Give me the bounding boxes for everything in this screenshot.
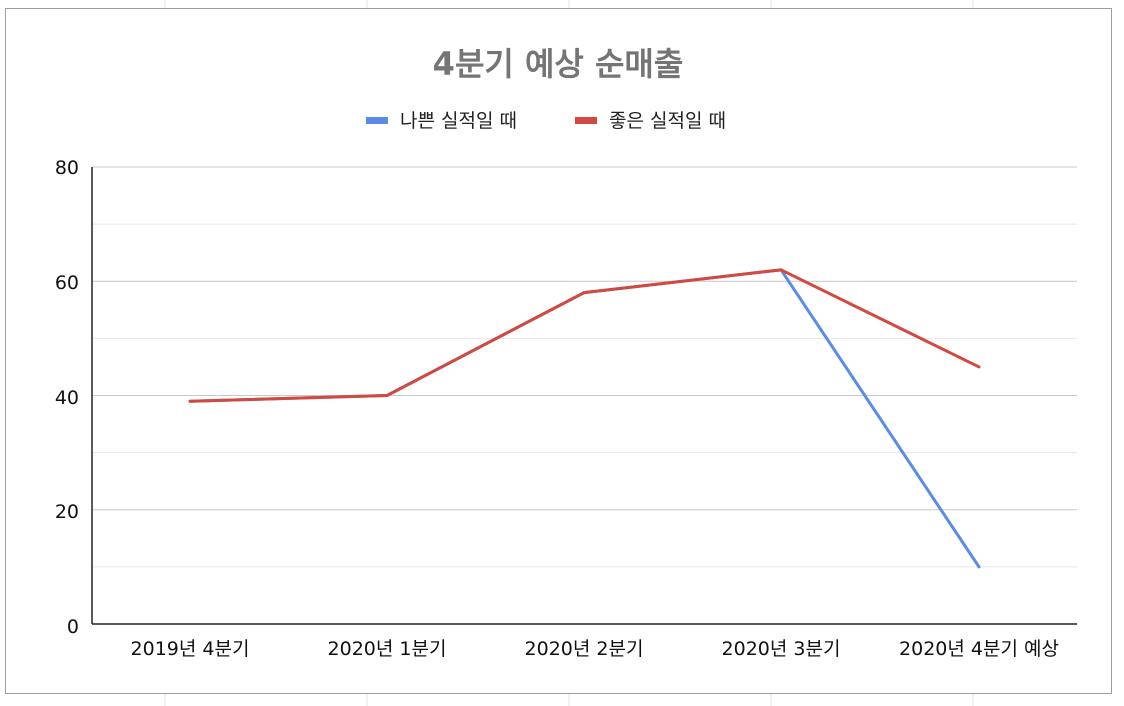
legend-swatch-bad [366, 117, 388, 124]
x-tick-2020q2: 2020년 2분기 [525, 638, 644, 660]
legend-swatch-good [575, 117, 597, 124]
y-axis-ticks: 80 60 40 20 0 [55, 157, 79, 638]
x-tick-2020q3: 2020년 3분기 [722, 638, 841, 660]
x-tick-2019q4: 2019년 4분기 [131, 638, 250, 660]
series-line-bad [188, 268, 981, 569]
y-tick-0: 0 [67, 616, 79, 638]
gridlines [92, 166, 1077, 568]
legend-label-good: 좋은 실적일 때 [609, 110, 726, 132]
axes [91, 167, 1077, 625]
series-layer [188, 268, 981, 569]
x-tick-2020q1: 2020년 1분기 [328, 638, 447, 660]
y-tick-20: 20 [55, 501, 79, 523]
y-tick-80: 80 [55, 157, 79, 179]
legend: 나쁜 실적일 때 좋은 실적일 때 [366, 110, 726, 132]
y-tick-60: 60 [55, 272, 79, 294]
chart-container[interactable]: 4분기 예상 순매출 나쁜 실적일 때 좋은 실적일 때 80 60 40 20… [5, 8, 1112, 694]
y-tick-40: 40 [55, 387, 79, 409]
x-axis-ticks: 2019년 4분기 2020년 1분기 2020년 2분기 2020년 3분기 … [131, 638, 1059, 660]
legend-label-bad: 나쁜 실적일 때 [400, 110, 517, 132]
chart-title: 4분기 예상 순매출 [433, 45, 684, 83]
series-line-good [188, 268, 981, 403]
line-chart: 4분기 예상 순매출 나쁜 실적일 때 좋은 실적일 때 80 60 40 20… [55, 45, 1077, 660]
x-tick-2020q4-forecast: 2020년 4분기 예상 [899, 638, 1059, 660]
